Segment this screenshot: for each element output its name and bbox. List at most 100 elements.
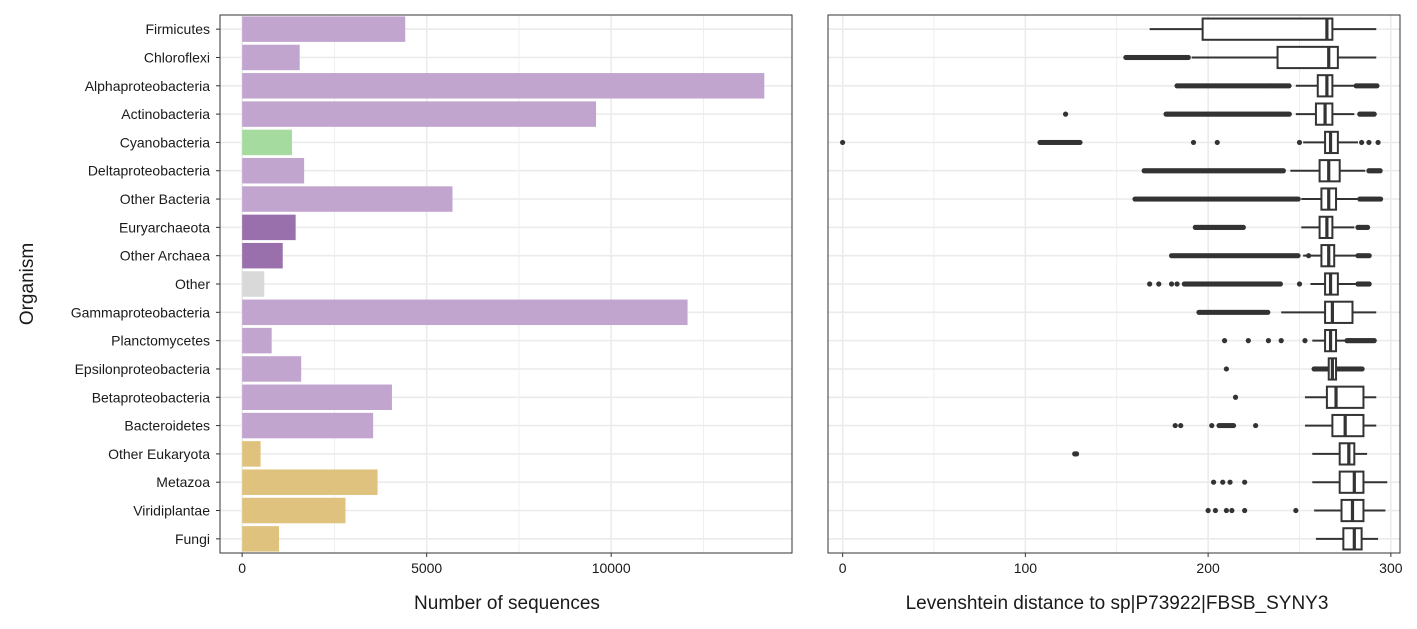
bar-x-tick-label: 5000 [411, 560, 442, 576]
boxplot-x-tick-label: 200 [1196, 560, 1220, 576]
outlier-point [1077, 139, 1083, 146]
outlier-point [1232, 394, 1239, 400]
bar-panel: Firmicutes Chloroflexi Alphaproteobacteria… [17, 14, 793, 614]
box-firmicutes [1149, 17, 1377, 41]
outlier-point [1172, 422, 1178, 429]
outlier-point [1293, 507, 1299, 514]
box-fungi [1315, 527, 1379, 551]
category-label: Planctomycetes [111, 333, 210, 349]
outlier-point [1242, 507, 1248, 514]
category-label: Other [175, 276, 210, 292]
category-label: Other Eukaryota [108, 446, 210, 462]
outlier-point [1277, 281, 1283, 287]
bar [242, 271, 265, 297]
outlier-point [1062, 111, 1069, 117]
outlier-point [1377, 168, 1383, 174]
bar-x-tick-label: 10000 [592, 560, 631, 576]
box-metazoa [1312, 470, 1388, 494]
outlier-point [1302, 338, 1308, 344]
outlier-point [1278, 338, 1284, 344]
box-iqr [1325, 385, 1365, 409]
outlier-point [1221, 338, 1228, 344]
outlier-point [1366, 139, 1372, 146]
bar [242, 44, 300, 71]
box-betaproteobacteria [1304, 385, 1377, 409]
box-bacteroidetes [1304, 413, 1377, 438]
box-other-archaea [1303, 244, 1357, 268]
boxplot-series [1149, 17, 1388, 551]
outlier-point [1265, 338, 1272, 344]
bar [242, 497, 346, 524]
outlier-point [1156, 281, 1162, 287]
category-label: Euryarchaeota [119, 219, 210, 235]
box-gammaproteobacteria [1281, 300, 1377, 324]
outlier-point [1178, 422, 1184, 429]
category-label: Cyanobacteria [120, 134, 210, 150]
outlier-point [1242, 479, 1248, 485]
category-label: Alphaproteobacteria [85, 78, 211, 94]
outlier-point [1295, 253, 1301, 259]
bar [242, 214, 296, 241]
outlier-point [1209, 422, 1215, 429]
box-chloroflexi [1191, 45, 1377, 70]
box-iqr [1338, 470, 1365, 494]
outlier-point [1366, 281, 1372, 287]
category-label: Betaproteobacteria [92, 389, 211, 405]
outlier-point [1359, 139, 1365, 146]
outlier-point [1212, 507, 1219, 514]
outlier-point [1190, 139, 1197, 146]
bar [242, 327, 272, 354]
outlier-point [1280, 168, 1286, 174]
outlier-point [1375, 139, 1381, 146]
category-label: Bacteroidetes [124, 418, 210, 434]
outlier-point [1371, 111, 1377, 117]
category-label: Firmicutes [145, 21, 210, 37]
bar [242, 186, 453, 212]
boxplot-x-ticks: 0 100 200 300 [839, 553, 1403, 576]
bar-grid [220, 15, 792, 553]
box-iqr [1201, 17, 1334, 41]
bar [242, 129, 292, 156]
category-label: Gammaproteobacteria [71, 304, 211, 320]
boxplot-panel: 0 100 200 300 Levenshtein distance to sp|P7… [827, 14, 1403, 614]
outlier-point [1245, 338, 1251, 344]
box-iqr [1324, 300, 1354, 324]
bar [242, 384, 392, 411]
category-label: Epsilonproteobacteria [75, 361, 211, 377]
box-viridiplantae [1314, 498, 1386, 523]
box-iqr [1338, 442, 1356, 466]
outlier-point [1205, 507, 1211, 514]
category-label: Deltaproteobacteria [88, 163, 210, 179]
outlier-point [1147, 281, 1153, 287]
outlier-point [1265, 309, 1271, 315]
box-iqr [1276, 45, 1339, 70]
bar [242, 73, 765, 99]
category-label: Fungi [175, 531, 210, 547]
boxplot-x-axis-title: Levenshtein distance to sp|P73922|FBSB_S… [906, 593, 1329, 614]
bar [242, 299, 688, 326]
boxplot-x-tick-label: 100 [1014, 560, 1038, 576]
outlier-point [1185, 54, 1191, 61]
outlier-point [1371, 338, 1377, 344]
box-epsilonproteobacteria [1321, 357, 1344, 381]
box-deltaproteobacteria [1290, 159, 1366, 183]
outlier-point [1229, 507, 1235, 514]
bar [242, 469, 378, 495]
bar [242, 412, 374, 439]
outlier-point [1223, 507, 1229, 514]
box-cyanobacteria [1303, 130, 1358, 155]
outlier-point [1286, 111, 1292, 117]
category-label: Other Bacteria [120, 191, 210, 207]
category-label: Chloroflexi [144, 49, 210, 65]
bar-x-tick-label: 0 [238, 560, 246, 576]
outlier-point [1223, 366, 1229, 372]
outlier-point [1296, 139, 1303, 146]
category-label: Metazoa [156, 474, 210, 490]
outlier-point [1253, 422, 1259, 429]
bar [242, 526, 280, 552]
category-label: Viridiplantae [133, 503, 210, 519]
outlier-point [1230, 422, 1237, 429]
bar-y-ticks: Firmicutes Chloroflexi Alphaproteobacteria… [71, 21, 220, 547]
boxplot-x-tick-label: 0 [839, 560, 847, 576]
outlier-point [1366, 253, 1372, 259]
